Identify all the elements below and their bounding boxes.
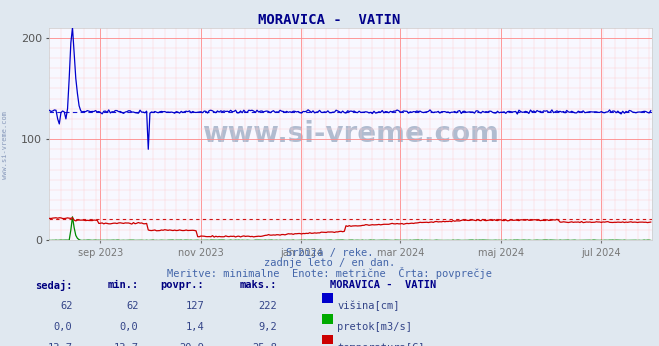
Text: Srbija / reke.: Srbija / reke. — [286, 248, 373, 258]
Text: www.si-vreme.com: www.si-vreme.com — [2, 111, 9, 179]
Text: 222: 222 — [258, 301, 277, 311]
Text: temperatura[C]: temperatura[C] — [337, 343, 425, 346]
Text: 127: 127 — [186, 301, 204, 311]
Text: 62: 62 — [126, 301, 138, 311]
Text: MORAVICA -  VATIN: MORAVICA - VATIN — [330, 280, 436, 290]
Text: 9,2: 9,2 — [258, 322, 277, 332]
Text: min.:: min.: — [107, 280, 138, 290]
Text: 25,8: 25,8 — [252, 343, 277, 346]
Text: Meritve: minimalne  Enote: metrične  Črta: povprečje: Meritve: minimalne Enote: metrične Črta:… — [167, 267, 492, 279]
Text: 0,0: 0,0 — [54, 322, 72, 332]
Text: MORAVICA -  VATIN: MORAVICA - VATIN — [258, 13, 401, 27]
Text: sedaj:: sedaj: — [35, 280, 72, 291]
Text: višina[cm]: višina[cm] — [337, 301, 400, 311]
Text: 62: 62 — [60, 301, 72, 311]
Text: povpr.:: povpr.: — [161, 280, 204, 290]
Text: 0,0: 0,0 — [120, 322, 138, 332]
Text: maks.:: maks.: — [239, 280, 277, 290]
Text: www.si-vreme.com: www.si-vreme.com — [202, 120, 500, 148]
Text: 13,7: 13,7 — [113, 343, 138, 346]
Text: zadnje leto / en dan.: zadnje leto / en dan. — [264, 258, 395, 268]
Text: pretok[m3/s]: pretok[m3/s] — [337, 322, 413, 332]
Text: 13,7: 13,7 — [47, 343, 72, 346]
Text: 20,9: 20,9 — [179, 343, 204, 346]
Text: 1,4: 1,4 — [186, 322, 204, 332]
